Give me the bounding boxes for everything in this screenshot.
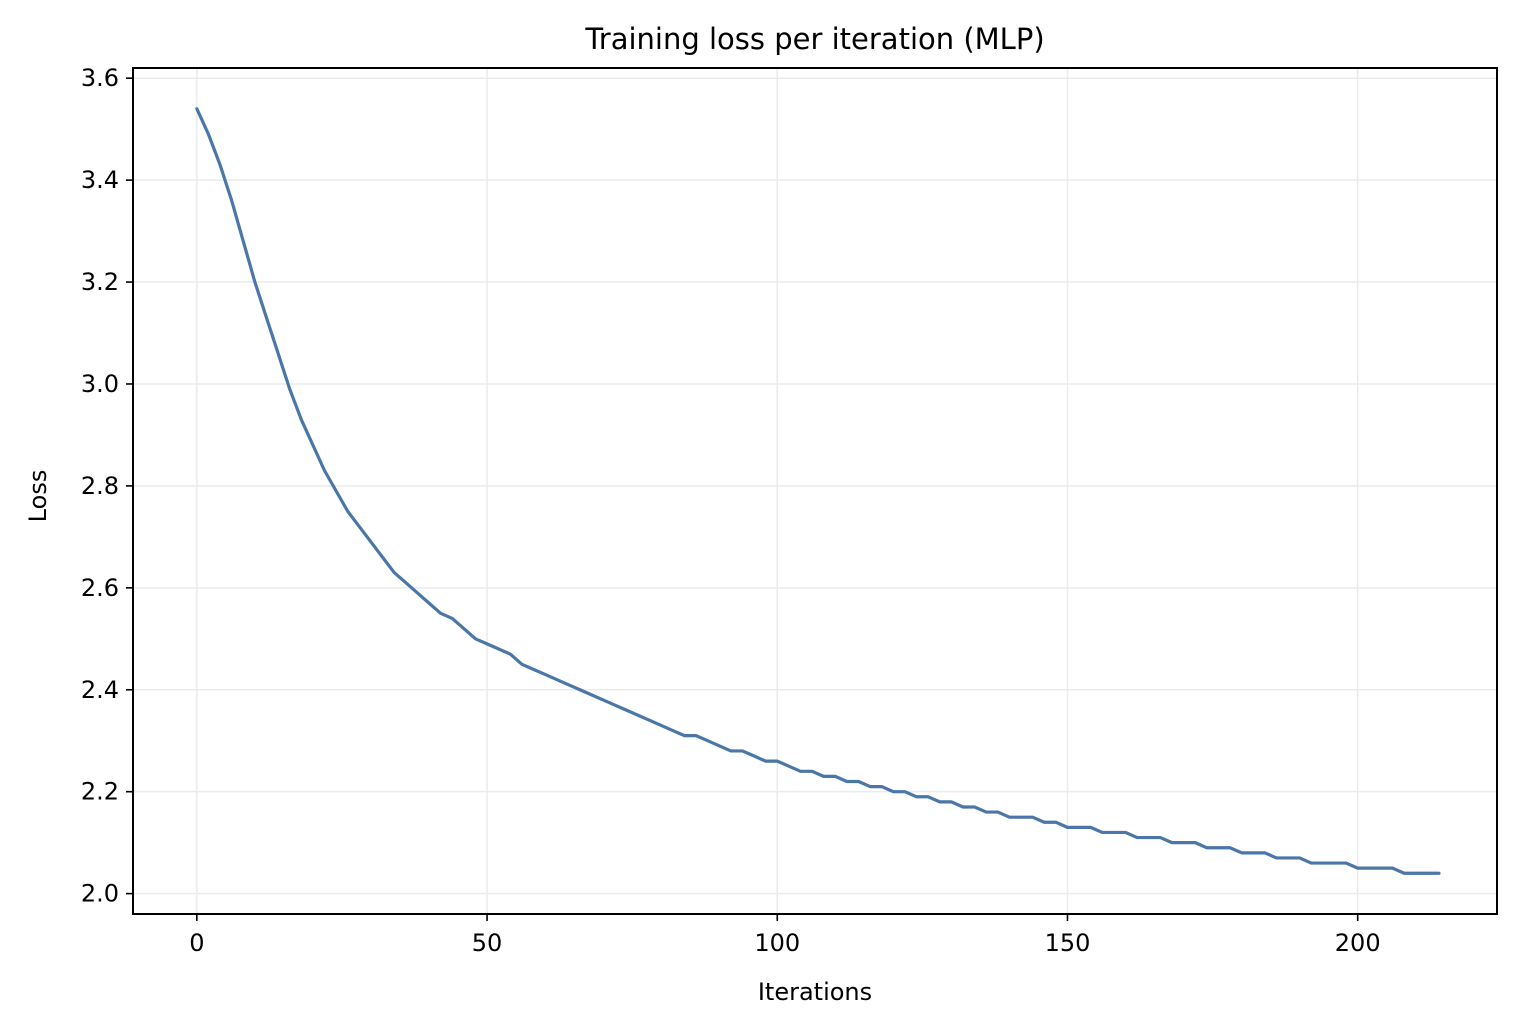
- y-tick-label: 3.4: [81, 166, 119, 194]
- grid-lines: [133, 68, 1497, 914]
- loss-series-line: [195, 107, 1441, 875]
- y-tick-label: 2.4: [81, 676, 119, 704]
- x-tick-label: 150: [1045, 929, 1091, 957]
- y-tick-label: 2.6: [81, 574, 119, 602]
- x-axis-label: Iterations: [758, 978, 872, 1006]
- x-tick-label: 50: [472, 929, 503, 957]
- x-tick-label: 200: [1335, 929, 1381, 957]
- y-tick-label: 2.8: [81, 472, 119, 500]
- y-tick-label: 3.2: [81, 268, 119, 296]
- y-tick-label: 3.6: [81, 64, 119, 92]
- y-tick-label: 2.2: [81, 778, 119, 806]
- series-layer: [195, 107, 1441, 875]
- y-tick-label: 3.0: [81, 370, 119, 398]
- x-tick-label: 0: [189, 929, 204, 957]
- y-tick-label: 2.0: [81, 880, 119, 908]
- chart-title: Training loss per iteration (MLP): [584, 22, 1044, 56]
- x-tick-label: 100: [754, 929, 800, 957]
- axis-ticks: 0 50 100 150 200 2.0 2.2 2.4 2.6 2.8 3.0 3.2 3.4 3.6: [81, 64, 1381, 957]
- y-axis-label: Loss: [24, 470, 52, 523]
- plot-frame: [132, 67, 1498, 915]
